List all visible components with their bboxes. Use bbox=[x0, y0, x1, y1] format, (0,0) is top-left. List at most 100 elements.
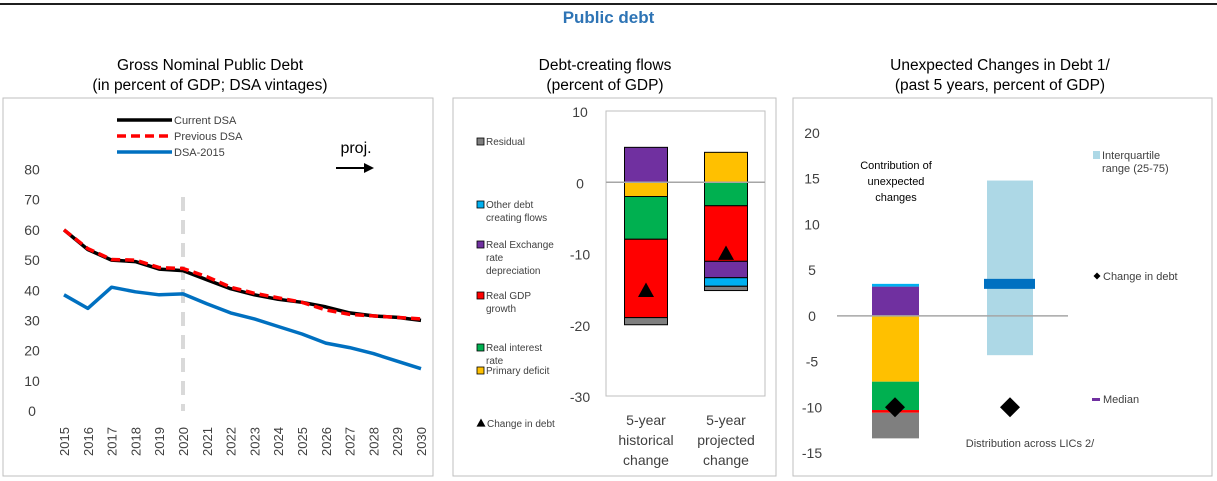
chart2-legend-label-4-0: Other debt bbox=[486, 200, 533, 211]
chart2-bar-1-0 bbox=[704, 151, 748, 183]
chart2-bar-1-1 bbox=[704, 181, 748, 207]
chart2-bar-0-5 bbox=[624, 317, 668, 326]
chart2-frame bbox=[452, 97, 777, 477]
chart3-ytick-label-5: -5 bbox=[806, 354, 819, 370]
chart3-ytick-label-1: 15 bbox=[804, 171, 820, 187]
chart1-xtick-label-13: 2028 bbox=[366, 427, 381, 456]
chart3-contribution-label-0: Contribution of bbox=[860, 160, 932, 172]
chart3-plot: 20 15 10 5 0 -5 -10 -15 Contribution of unexpecte… bbox=[802, 125, 1178, 461]
chart2-xtick-label-0-1: historical bbox=[618, 432, 673, 448]
chart2-ytick-label-1: 0 bbox=[576, 175, 584, 191]
chart1-series-line-2 bbox=[63, 285, 422, 371]
chart1-frame bbox=[2, 97, 434, 477]
chart2-legend-label-3-0: Real Exchange bbox=[486, 240, 554, 251]
chart2-legend-label-4-1: creating flows bbox=[486, 213, 547, 224]
header-rule bbox=[0, 3, 1217, 5]
chart2-plot: 10 0 -10 -20 -30 5-year historical change 5-year… bbox=[476, 104, 766, 468]
chart1-xtick-label-14: 2029 bbox=[390, 427, 405, 456]
chart1-ytick-label-0: 0 bbox=[28, 403, 36, 419]
chart1-xtick-label-12: 2027 bbox=[343, 427, 358, 456]
chart1-title-line2: (in percent of GDP; DSA vintages) bbox=[92, 77, 328, 94]
chart3-contribution-label-1: unexpected bbox=[868, 176, 925, 188]
chart2-title: Debt-creating flows (percent of GDP) bbox=[455, 56, 755, 96]
chart3-ytick-label-0: 20 bbox=[804, 125, 820, 141]
chart1-xtick-label-3: 2018 bbox=[128, 427, 143, 456]
chart1-series-line-0 bbox=[62, 228, 422, 323]
chart1-ytick-label-2: 20 bbox=[24, 343, 40, 359]
chart2-bar-0-2 bbox=[624, 238, 668, 319]
chart2-legend-swatch-1 bbox=[476, 343, 485, 352]
page-title: Public debt bbox=[562, 8, 655, 27]
chart2-xtick-label-1-0: 5-year bbox=[706, 412, 746, 428]
chart2-legend-label-1-1: rate bbox=[486, 356, 504, 367]
chart3-ytick-label-7: -15 bbox=[802, 445, 822, 461]
chart2-legend-label-1-0: Real interest bbox=[486, 343, 542, 354]
chart3-legend-swatch-median bbox=[1092, 398, 1100, 401]
chart3-legend-label-iqr-0: Interquartile bbox=[1102, 150, 1160, 162]
chart3-contribution-bar-4 bbox=[872, 286, 919, 316]
chart3-ytick-label-2: 10 bbox=[804, 216, 820, 232]
chart1-title-line1: Gross Nominal Public Debt bbox=[116, 57, 304, 74]
chart1-xtick-label-4: 2019 bbox=[152, 427, 167, 456]
chart1-xtick-label-8: 2023 bbox=[247, 427, 262, 456]
chart3-contribution-label-2: changes bbox=[875, 192, 917, 204]
chart3-distribution-label: Distribution across LICs 2/ bbox=[966, 438, 1095, 450]
chart3-legend-label-change: Change in debt bbox=[1103, 271, 1178, 283]
chart3-title: Unexpected Changes in Debt 1/ (past 5 ye… bbox=[825, 56, 1175, 96]
chart1-xtick-label-11: 2026 bbox=[319, 427, 334, 456]
chart3-contribution-bar-5 bbox=[872, 283, 919, 287]
chart1-xtick-label-2: 2017 bbox=[105, 427, 120, 456]
chart2-bar-1-4 bbox=[704, 277, 748, 287]
chart1-xtick-label-9: 2024 bbox=[271, 427, 286, 456]
chart2-ytick-label-0: 10 bbox=[572, 104, 588, 120]
chart1-xtick-label-1: 2016 bbox=[81, 427, 96, 456]
chart1-ytick-label-1: 10 bbox=[24, 373, 40, 389]
chart2-legend-label-0-0: Primary deficit bbox=[486, 366, 550, 377]
chart3-legend-label-iqr-1: range (25-75) bbox=[1102, 163, 1169, 175]
chart1-projection-arrow-head bbox=[364, 163, 374, 173]
chart2-bar-0-3 bbox=[624, 146, 668, 183]
chart1-ytick-label-6: 60 bbox=[24, 222, 40, 238]
chart2-legend-label-3-1: rate bbox=[486, 253, 504, 264]
chart2-legend-swatch-5 bbox=[476, 137, 485, 146]
chart3-contribution-bar-0 bbox=[872, 315, 919, 382]
chart1-xtick-label-15: 2030 bbox=[414, 427, 429, 456]
chart2-legend-swatch-2 bbox=[476, 291, 485, 300]
chart3-contribution-bar-3 bbox=[872, 412, 919, 439]
chart2-legend-swatch-3 bbox=[476, 240, 485, 249]
chart1-series-line-1 bbox=[62, 228, 422, 321]
chart1-ytick-label-7: 70 bbox=[24, 192, 40, 208]
chart2-change-in-debt-marker-0 bbox=[638, 282, 654, 297]
chart2-xtick-label-0-0: 5-year bbox=[626, 412, 666, 428]
chart2-title-line2: (percent of GDP) bbox=[546, 77, 664, 94]
chart2-xtick-label-0-2: change bbox=[623, 452, 669, 468]
chart3-median-bar bbox=[984, 278, 1035, 289]
chart2-bar-1-5 bbox=[704, 285, 748, 292]
chart1-legend-label-1: Previous DSA bbox=[174, 131, 243, 143]
chart2-bar-0-1 bbox=[624, 196, 668, 240]
chart1-ytick-label-5: 50 bbox=[24, 252, 40, 268]
chart1-ytick-label-4: 40 bbox=[24, 282, 40, 298]
chart2-legend-label-change: Change in debt bbox=[487, 419, 555, 430]
chart2-bar-0-0 bbox=[624, 181, 668, 197]
chart2-legend-swatch-0 bbox=[476, 366, 485, 375]
chart2-legend-label-2-1: growth bbox=[486, 304, 516, 315]
chart3-ytick-label-4: 0 bbox=[808, 308, 816, 324]
chart1-legend-label-0: Current DSA bbox=[174, 115, 237, 127]
chart1-xtick-label-0: 2015 bbox=[57, 427, 72, 456]
chart3-title-line1: Unexpected Changes in Debt 1/ bbox=[890, 57, 1110, 74]
chart3-legend-label-median: Median bbox=[1103, 394, 1139, 406]
chart3-change-in-debt-marker-0 bbox=[885, 397, 905, 418]
chart3-title-line2: (past 5 years, percent of GDP) bbox=[894, 77, 1106, 94]
chart1-title: Gross Nominal Public Debt (in percent of… bbox=[40, 56, 380, 96]
chart1-ytick-label-3: 30 bbox=[24, 312, 40, 328]
chart1-xtick-label-6: 2021 bbox=[200, 427, 215, 456]
chart2-xtick-label-1-1: projected bbox=[697, 432, 755, 448]
chart1-ytick-label-8: 80 bbox=[24, 162, 40, 178]
chart3-ytick-label-6: -10 bbox=[802, 399, 822, 415]
chart2-legend-label-5-0: Residual bbox=[486, 137, 525, 148]
chart2-legend-swatch-4 bbox=[476, 200, 485, 209]
chart2-ytick-label-4: -30 bbox=[570, 389, 590, 405]
